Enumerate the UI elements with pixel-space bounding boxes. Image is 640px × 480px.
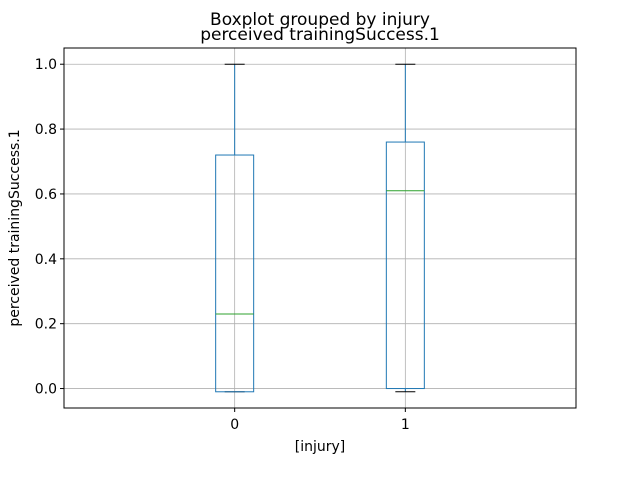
- grid-lines: [64, 48, 576, 408]
- y-tick-label: 1.0: [35, 57, 57, 73]
- chart-suptitle: Boxplot grouped by injury: [210, 10, 430, 30]
- box-iqr: [215, 154, 255, 393]
- boxes: [215, 63, 425, 393]
- y-tick-label: 0.8: [35, 122, 57, 138]
- x-axis-label: [injury]: [295, 439, 346, 455]
- axes: 0.0 0.2 0.4 0.6 0.8 1.0 0 1: [35, 47, 577, 433]
- y-tick-label: 0.6: [35, 187, 57, 203]
- plot-frame: [63, 47, 577, 409]
- box-group-1: [385, 63, 425, 393]
- y-tick-label: 0.0: [35, 382, 57, 398]
- chart-title: perceived trainingSuccess.1: [200, 25, 440, 45]
- y-tick-label: 0.4: [35, 252, 57, 268]
- y-axis-label: perceived trainingSuccess.1: [7, 129, 23, 326]
- x-tick-label: 0: [230, 417, 239, 433]
- box-iqr: [385, 141, 425, 390]
- x-tick-label: 1: [401, 417, 410, 433]
- y-tick-label: 0.2: [35, 317, 57, 333]
- box-group-0: [215, 63, 255, 393]
